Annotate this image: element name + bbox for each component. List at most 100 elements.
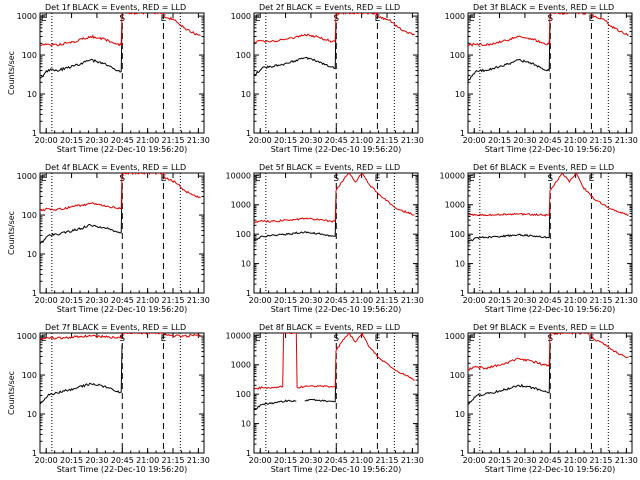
y-tick-label: 1 <box>460 449 465 458</box>
x-axis-label: Start Time (22-Dec-10 19:56:20) <box>57 465 188 474</box>
x-tick-label: 20:30 <box>299 296 322 305</box>
event-marker: E <box>161 14 167 24</box>
event-marker: E <box>41 174 47 184</box>
event-marker: E <box>41 14 47 24</box>
y-tick-label: 100 <box>236 390 251 399</box>
x-tick-label: 21:00 <box>564 296 587 305</box>
y-axis-label: Counts/sec <box>7 371 16 415</box>
x-tick-label: 20:45 <box>325 136 348 145</box>
y-tick-label: 1000 <box>17 12 37 21</box>
x-tick-label: 20:45 <box>539 296 562 305</box>
x-tick-label: 21:30 <box>401 456 424 465</box>
x-tick-label: 20:30 <box>299 136 322 145</box>
series-lld-line <box>254 333 415 390</box>
x-tick-label: 20:45 <box>111 456 134 465</box>
event-marker: E <box>255 14 261 24</box>
x-tick-label: 20:00 <box>249 296 272 305</box>
y-tick-label: 100 <box>22 51 37 60</box>
event-marker: E <box>161 174 167 184</box>
y-tick-label: 10 <box>455 260 465 269</box>
y-tick-label: 1 <box>460 289 465 298</box>
series-group <box>468 13 629 82</box>
x-tick-label: 20:15 <box>60 456 83 465</box>
y-tick-label: 100 <box>236 51 251 60</box>
event-marker: E <box>589 174 595 184</box>
y-tick-label: 100 <box>22 371 37 380</box>
panel-det-8: Det 8f BLACK = Events, RED = LLD 1 10 100 10… <box>226 323 424 474</box>
x-tick-label: 21:15 <box>375 456 398 465</box>
x-axis-label: Start Time (22-Dec-10 19:56:20) <box>271 465 402 474</box>
series-events-line <box>304 362 337 403</box>
panel-det-9: Det 9f BLACK = Events, RED = LLD 1 10 100 10… <box>445 323 638 474</box>
series-lld-line <box>468 333 629 371</box>
y-tick-label: 10 <box>241 260 251 269</box>
y-tick-label: 1000 <box>445 332 465 341</box>
x-tick-label: 20:00 <box>463 136 486 145</box>
x-tick-label: 21:30 <box>187 296 210 305</box>
x-tick-label: 21:00 <box>136 296 159 305</box>
panel-det-1: Det 1f BLACK = Events, RED = LLD 1 10 100 10… <box>7 3 210 154</box>
x-tick-label: 21:30 <box>615 296 638 305</box>
series-group <box>468 333 629 405</box>
x-tick-label: 20:45 <box>111 296 134 305</box>
event-marker: E <box>589 334 595 344</box>
event-marker: E <box>255 174 261 184</box>
x-tick-label: 21:15 <box>161 296 184 305</box>
event-marker: E <box>469 334 475 344</box>
x-tick-label: 21:30 <box>401 296 424 305</box>
series-group <box>254 13 415 76</box>
x-tick-label: 20:30 <box>85 456 108 465</box>
x-tick-label: 20:30 <box>513 136 536 145</box>
y-tick-label: 100 <box>236 230 251 239</box>
y-tick-label: 1 <box>32 449 37 458</box>
x-tick-label: 21:30 <box>401 136 424 145</box>
y-tick-label: 1000 <box>17 332 37 341</box>
series-lld-line <box>40 333 201 340</box>
series-events-line <box>40 24 123 79</box>
event-marker: E <box>161 334 167 344</box>
event-marker: S <box>547 334 553 344</box>
series-events-line <box>40 344 123 405</box>
x-tick-label: 20:00 <box>249 136 272 145</box>
x-tick-label: 21:30 <box>187 456 210 465</box>
x-tick-label: 21:00 <box>136 456 159 465</box>
x-tick-label: 21:15 <box>589 296 612 305</box>
y-axis-label: Counts/sec <box>7 51 16 95</box>
y-tick-label: 1000 <box>231 361 251 370</box>
panel-title: Det 8f BLACK = Events, RED = LLD <box>259 323 400 332</box>
event-marker: S <box>119 14 125 24</box>
x-tick-label: 20:15 <box>488 136 511 145</box>
series-group <box>40 333 201 405</box>
event-marker: E <box>375 14 381 24</box>
x-axis-label: Start Time (22-Dec-10 19:56:20) <box>485 465 616 474</box>
x-axis-label: Start Time (22-Dec-10 19:56:20) <box>57 305 188 314</box>
y-tick-label: 1 <box>246 289 251 298</box>
x-tick-label: 20:30 <box>299 456 322 465</box>
series-events-line <box>254 199 337 242</box>
x-tick-label: 21:30 <box>615 456 638 465</box>
x-tick-label: 21:15 <box>161 456 184 465</box>
x-tick-label: 20:15 <box>60 296 83 305</box>
event-marker: E <box>375 174 381 184</box>
event-marker: E <box>255 334 261 344</box>
panel-title: Det 6f BLACK = Events, RED = LLD <box>473 163 614 172</box>
x-tick-label: 20:00 <box>35 136 58 145</box>
series-group <box>254 173 415 242</box>
y-tick-label: 100 <box>450 371 465 380</box>
y-tick-label: 1 <box>460 129 465 138</box>
x-tick-label: 21:15 <box>375 136 398 145</box>
y-tick-label: 1000 <box>17 172 37 181</box>
series-events-line <box>40 187 123 245</box>
event-marker: S <box>547 14 553 24</box>
event-marker: S <box>547 174 553 184</box>
panel-det-2: Det 2f BLACK = Events, RED = LLD 1 10 100 10… <box>231 3 424 154</box>
x-axis-label: Start Time (22-Dec-10 19:56:20) <box>271 145 402 154</box>
x-tick-label: 20:30 <box>85 296 108 305</box>
x-axis-label: Start Time (22-Dec-10 19:56:20) <box>485 145 616 154</box>
panel-det-3: Det 3f BLACK = Events, RED = LLD 1 10 100 10… <box>445 3 638 154</box>
series-events-line <box>254 399 297 410</box>
y-tick-label: 10 <box>241 90 251 99</box>
panel-title: Det 2f BLACK = Events, RED = LLD <box>259 3 400 12</box>
event-marker: S <box>119 174 125 184</box>
